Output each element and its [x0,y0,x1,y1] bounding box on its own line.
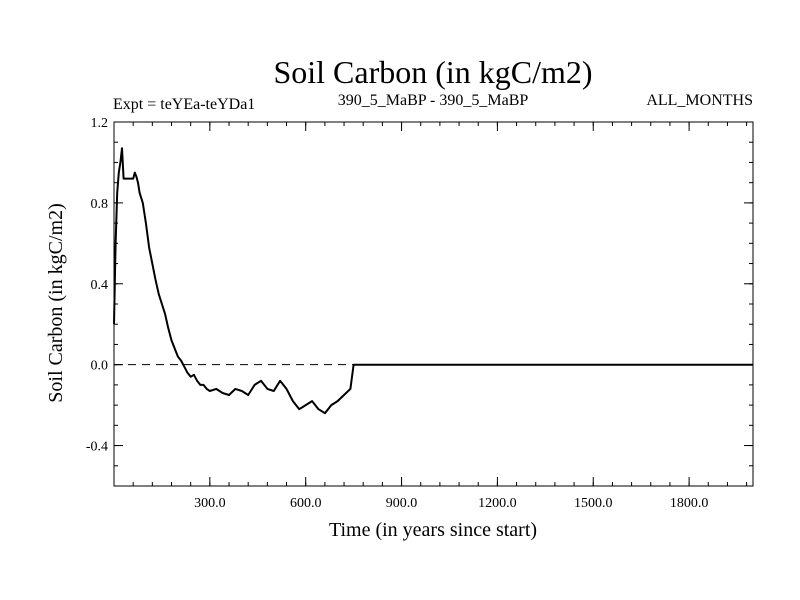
x-tick-label: 1500.0 [574,496,613,511]
y-tick-label: 0.8 [91,197,109,212]
x-tick-label: 300.0 [194,496,226,511]
y-tick-label: 0.4 [91,278,109,293]
x-tick-label: 1800.0 [670,496,709,511]
plot-frame [113,121,754,487]
chart-title: Soil Carbon (in kgC/m2) [273,54,592,90]
x-axis-label: Time (in years since start) [329,519,537,541]
y-tick-label: -0.4 [86,440,108,455]
series-layer [113,147,753,415]
x-tick-label: 1200.0 [478,496,517,511]
axis-tick-labels: 300.0 600.0 900.0 1200.0 1500.0 1800.0 1.2 0.8 0… [86,116,709,511]
series-line-0 [113,147,753,415]
x-tick-label: 600.0 [290,496,322,511]
period-label: 390_5_MaBP - 390_5_MaBP [338,92,529,109]
axis-ticks [113,121,753,487]
x-tick-label: 900.0 [386,496,418,511]
experiment-label: Expt = teYEa-teYDa1 [113,96,255,113]
months-label: ALL_MONTHS [646,92,753,109]
y-tick-label: 0.0 [91,359,109,374]
y-axis-label: Soil Carbon (in kgC/m2) [45,203,67,402]
y-tick-label: 1.2 [91,116,109,131]
